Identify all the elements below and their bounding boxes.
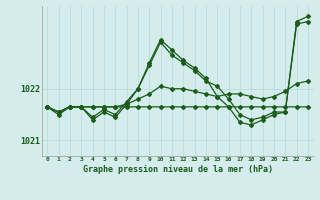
X-axis label: Graphe pression niveau de la mer (hPa): Graphe pression niveau de la mer (hPa)	[83, 165, 273, 174]
